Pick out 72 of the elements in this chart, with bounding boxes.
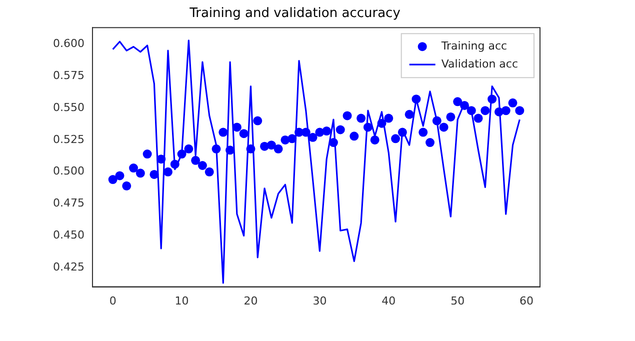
x-tick-label: 60 [520,294,534,308]
point [453,97,462,106]
point [136,168,145,178]
point [418,128,428,137]
point [115,171,124,180]
y-tick-label: 0.475 [52,196,84,210]
x-tick-label: 20 [244,294,258,308]
point [274,144,283,154]
point [446,112,456,122]
point [239,129,248,138]
point [108,175,118,184]
point [328,138,338,148]
point [308,132,318,142]
point [342,111,352,120]
y-tick-label: 0.575 [52,68,84,82]
point [198,161,207,170]
point [288,134,297,144]
point [350,132,359,141]
point [170,160,180,169]
point [301,128,310,137]
x-tick-label: 0 [109,294,116,308]
y-tick-label: 0.550 [52,100,84,114]
point [515,106,524,116]
point [253,116,262,126]
point [474,114,483,123]
point [439,122,448,132]
point [156,154,166,164]
point [177,150,186,159]
point [122,181,132,190]
point [466,106,476,116]
y-tick-label: 0.450 [52,228,84,242]
point [212,144,221,154]
point [370,135,380,144]
legend-label: Training acc [440,39,508,52]
point [226,146,235,155]
point [218,128,228,137]
point [426,138,435,148]
point [150,170,159,179]
point [336,125,345,134]
point [204,167,214,176]
x-tick-label: 10 [174,294,189,308]
point [184,144,194,154]
y-tick-label: 0.425 [52,260,84,274]
y-tick-label: 0.600 [52,37,84,50]
x-tick-label: 30 [312,294,327,308]
point [129,164,138,173]
point [266,140,276,150]
point [356,114,366,123]
point [480,106,490,116]
point [488,94,497,104]
x-tick-label: 40 [382,294,396,308]
point [363,122,372,132]
point [404,110,414,119]
y-tick-label: 0.525 [52,132,84,146]
point [322,126,332,136]
point [384,114,394,123]
point [501,106,510,116]
legend-label: Validation acc [441,57,518,70]
x-tick-label: 50 [450,294,465,308]
point [191,156,200,165]
point [246,144,256,154]
point [232,122,242,132]
point [508,98,518,108]
chart-title: Training and validation accuracy [188,6,401,22]
y-tick-label: 0.500 [52,164,84,178]
point [391,134,400,144]
point [412,94,421,104]
point [460,100,469,110]
point [142,150,152,159]
point [398,128,407,137]
point [377,118,386,128]
point [432,116,442,126]
